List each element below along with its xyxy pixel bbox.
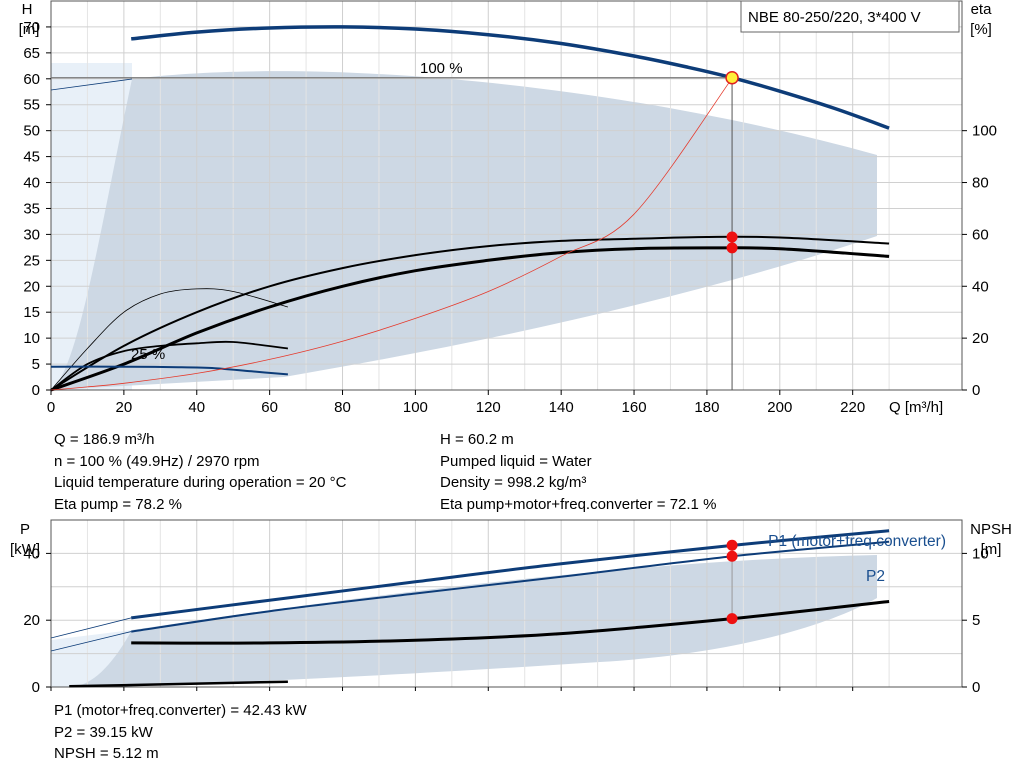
bottom-plot-border [50,519,963,688]
h-tick-label-4: 20 [23,278,40,295]
h-axis-unit: [m] [19,21,40,38]
info-bottom: P1 (motor+freq.converter) = 42.43 kW P2 … [54,700,307,765]
operating-point [725,71,739,85]
x-tick-label-0: 0 [47,399,55,416]
info-eta-total: Eta pump+motor+freq.converter = 72.1 % [440,495,717,513]
h-axis-label: H [22,1,33,18]
h-tick-label-1: 5 [32,356,40,373]
label-100-percent: 100 % [420,60,463,77]
eta-axis-label: eta [971,1,993,18]
info-head: H = 60.2 m [440,431,514,448]
npsh-point [726,613,738,625]
eta-tick-label-3: 60 [972,226,989,243]
eta-tick-label-4: 80 [972,175,989,192]
npsh-tick-label-0: 0 [972,679,980,696]
p-tick-label-1: 20 [23,612,40,629]
eta-total-point [726,242,738,254]
h-tick-label-6: 30 [23,226,40,243]
head-curve-100 [131,25,890,130]
h-tick-label-2: 10 [23,330,40,347]
p1-curve [131,529,890,620]
x-tick-label-6: 120 [476,399,501,416]
npsh-curve-25 [69,680,288,688]
eta-tick-label-5: 100 [972,123,997,140]
x-tick-label-9: 180 [694,399,719,416]
h-tick-label-13: 65 [23,45,40,62]
eta-tick-label-2: 40 [972,278,989,295]
h-tick-label-11: 55 [23,97,40,114]
h-tick-label-8: 40 [23,175,40,192]
x-tick-label-2: 40 [188,399,205,416]
h-tick-label-14: 70 [23,19,40,36]
head-curve-100-extension [50,78,133,91]
head-curve-25 [50,365,288,376]
info-p2: P2 = 39.15 kW [54,723,153,741]
p1-series-label: P1 (motor+freq.converter) [768,533,946,550]
top-plot-border [50,0,963,391]
h-tick-label-5: 25 [23,252,40,269]
info-p1: P1 (motor+freq.converter) = 42.43 kW [54,702,307,719]
p-axis-unit: [kW] [10,541,40,558]
p-tick-label-2: 40 [23,545,40,562]
x-tick-label-7: 140 [549,399,574,416]
h-tick-label-12: 60 [23,71,40,88]
eta-curve-pump [50,235,890,391]
info-eta-pump: Eta pump = 78.2 % [54,495,182,513]
p2-series-label: P2 [866,568,885,585]
info-left: Q = 186.9 m³/h n = 100 % (49.9Hz) / 2970… [54,429,346,515]
p2-curve [131,540,890,633]
h-tick-label-9: 45 [23,149,40,166]
h-tick-label-7: 35 [23,200,40,217]
x-tick-label-3: 60 [261,399,278,416]
p2-point [726,550,738,562]
npsh-axis-unit: [m] [981,541,1002,558]
x-tick-label-5: 100 [403,399,428,416]
x-tick-label-1: 20 [116,399,133,416]
h-tick-label-3: 15 [23,304,40,321]
p-axis-label: P [20,521,30,538]
npsh-axis-label: NPSH [970,521,1012,538]
label-25-percent: 25 % [131,346,165,363]
p-tick-label-0: 0 [32,679,40,696]
npsh-tick-label-1: 5 [972,612,980,629]
eta-curve-25-total [50,340,289,391]
eta-axis-unit: [%] [970,21,992,38]
p2-curve-extension [50,631,132,652]
npsh-curve [131,600,890,645]
x-tick-label-4: 80 [334,399,351,416]
h-tick-label-0: 0 [32,382,40,399]
p1-curve-extension [50,617,132,639]
info-flow: Q = 186.9 m³/h [54,431,155,448]
eta-tick-label-0: 0 [972,382,980,399]
npsh-tick-label-2: 10 [972,545,989,562]
eta-pump-point [726,231,738,243]
info-npsh: NPSH = 5.12 m [54,745,159,762]
info-liquid-temp: Liquid temperature during operation = 20… [54,474,347,491]
x-tick-label-11: 220 [840,399,865,416]
info-pumped-liquid: Pumped liquid = Water [440,452,592,470]
info-right: H = 60.2 m Pumped liquid = Water Density… [440,429,716,515]
h-tick-label-10: 50 [23,123,40,140]
eta-curve-25-pump [50,288,289,391]
eta-tick-label-1: 20 [972,330,989,347]
info-speed: n = 100 % (49.9Hz) / 2970 rpm [54,452,260,470]
title-box [740,0,960,33]
system-curve [50,77,733,391]
info-density: Density = 998.2 kg/m³ [440,474,587,491]
eta-curve-total [50,246,890,392]
x-tick-label-8: 160 [622,399,647,416]
x-tick-label-10: 200 [767,399,792,416]
title-box-text: NBE 80-250/220, 3*400 V [748,9,921,26]
x-axis-label: Q [m³/h] [889,399,943,416]
p1-point [726,539,738,551]
